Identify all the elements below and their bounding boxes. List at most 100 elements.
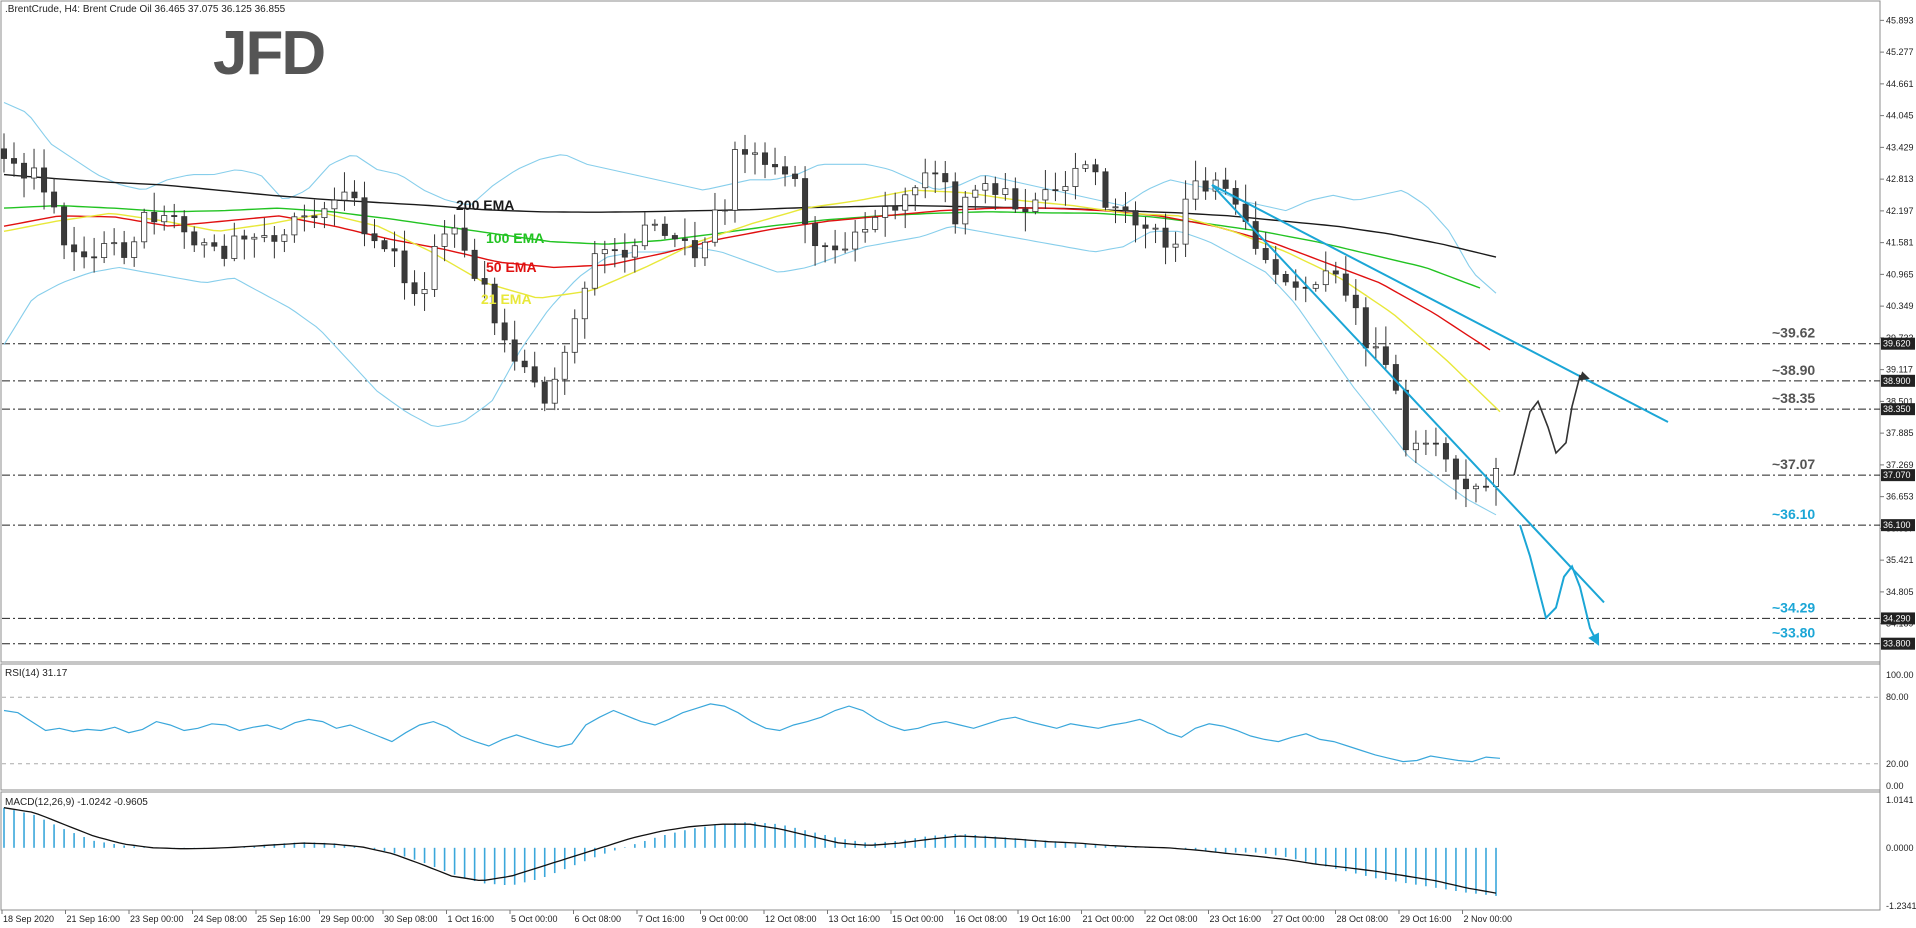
- bull-candle: [1172, 243, 1179, 248]
- ema50-label: 50 EMA: [486, 259, 537, 275]
- bull-candle: [912, 187, 919, 196]
- bear-candle: [721, 209, 728, 212]
- bull-candle: [631, 245, 638, 258]
- bear-candle: [832, 245, 839, 251]
- level-price-tag-bg: [1881, 637, 1915, 650]
- bear-candle: [1482, 485, 1489, 488]
- level-label: ~33.80: [1772, 625, 1815, 641]
- rsi-line: [3, 703, 1501, 763]
- rsi-tick-label: 20.00: [1886, 759, 1909, 769]
- bear-candle: [501, 322, 508, 341]
- bear-candle: [1252, 221, 1259, 249]
- time-tick-label: 25 Sep 16:00: [257, 914, 311, 924]
- bear-candle: [772, 164, 779, 168]
- macd-signal-line: [3, 807, 1497, 894]
- bear-candle: [181, 216, 188, 233]
- bear-candle: [491, 283, 498, 324]
- price-y-axis: 45.893 45.277 44.661 44.045 43.429 42.813 42.1…: [1880, 15, 1914, 629]
- bull-candle: [882, 206, 889, 218]
- price-tick-label: 42.813: [1886, 174, 1914, 184]
- price-tick-label: 45.893: [1886, 15, 1914, 25]
- bull-candle: [701, 241, 708, 259]
- bull-candle: [551, 378, 558, 404]
- bear-candle: [381, 240, 388, 250]
- level-label: ~38.90: [1772, 362, 1815, 378]
- bull-candle: [641, 224, 648, 247]
- bear-candle: [11, 158, 18, 164]
- bear-candle: [1452, 458, 1459, 480]
- time-tick-label: 13 Oct 16:00: [829, 914, 881, 924]
- bear-candle: [1272, 259, 1279, 275]
- bull-candle: [1042, 189, 1049, 201]
- bollinger-bands: [3, 101, 1497, 516]
- level-price-tag: 38.350: [1883, 404, 1911, 414]
- bull-candle: [231, 235, 238, 259]
- bear-candle: [1122, 206, 1129, 212]
- bear-candle: [1282, 274, 1289, 283]
- bull-candle: [1493, 468, 1500, 487]
- bear-candle: [221, 245, 228, 259]
- price-tick-label: 40.965: [1886, 269, 1914, 279]
- time-tick-label: 19 Oct 16:00: [1019, 914, 1071, 924]
- level-label: ~39.62: [1772, 325, 1815, 341]
- bear-candle: [762, 152, 769, 165]
- bull-candle: [922, 172, 929, 189]
- bull-candle: [321, 208, 328, 219]
- bull-candle: [341, 191, 348, 201]
- level-price-tag-bg: [1881, 403, 1915, 416]
- bull-candle: [591, 253, 598, 289]
- bear-candle: [171, 215, 178, 217]
- ema-lines: [3, 173, 1501, 413]
- bear-candle: [1342, 273, 1349, 296]
- bear-candle: [311, 215, 318, 219]
- bull-candle: [972, 189, 979, 198]
- bear-candle: [1382, 346, 1389, 365]
- time-tick-label: 24 Sep 08:00: [194, 914, 248, 924]
- bear-candle: [71, 244, 78, 253]
- price-tick-label: 35.421: [1886, 555, 1914, 565]
- bear-candle: [611, 249, 618, 252]
- level-label: ~34.29: [1772, 599, 1815, 615]
- bear-candle: [391, 248, 398, 252]
- bear-candle: [1442, 443, 1449, 460]
- bear-candle: [822, 245, 829, 248]
- bear-candle: [361, 197, 368, 235]
- bear-candle: [782, 166, 789, 175]
- price-tick-label: 37.269: [1886, 460, 1914, 470]
- bull-candle: [1472, 485, 1479, 490]
- bear-candle: [1012, 188, 1019, 210]
- bear-candle: [812, 223, 819, 247]
- bull-candle: [1062, 186, 1069, 192]
- bull-candle: [601, 249, 608, 255]
- bear-candle: [531, 366, 538, 383]
- level-price-tag-bg: [1881, 374, 1915, 387]
- bull-candle: [1192, 180, 1199, 200]
- bull-candle: [201, 242, 208, 246]
- bull-candle: [581, 287, 588, 320]
- ema200-label: 200 EMA: [456, 197, 514, 213]
- bear-candle: [1432, 442, 1439, 445]
- bollinger-upper: [3, 101, 1497, 294]
- bull-candle: [1322, 270, 1329, 286]
- trendline-lower: [1211, 184, 1605, 604]
- price-tick-label: 44.045: [1886, 111, 1914, 121]
- ema50-line: [3, 207, 1491, 351]
- bear-candle: [351, 191, 358, 199]
- bull-candle: [1422, 442, 1429, 445]
- bull-candle: [571, 318, 578, 353]
- macd-tick-label: -1.2341: [1886, 901, 1916, 911]
- bull-candle: [31, 167, 38, 179]
- bear-candle: [1092, 164, 1099, 173]
- price-tick-label: 39.117: [1886, 365, 1913, 375]
- bear-candle: [1132, 210, 1139, 226]
- time-tick-label: 1 Oct 16:00: [448, 914, 495, 924]
- bear-candle: [992, 183, 999, 195]
- bull-candle: [1152, 227, 1159, 230]
- bear-candle: [471, 249, 478, 279]
- bull-candle: [431, 246, 438, 290]
- time-tick-label: 29 Sep 00:00: [321, 914, 375, 924]
- bull-candle: [331, 199, 338, 210]
- bull-candle: [852, 231, 859, 250]
- level-label: ~37.07: [1772, 456, 1815, 472]
- time-tick-label: 23 Oct 16:00: [1210, 914, 1262, 924]
